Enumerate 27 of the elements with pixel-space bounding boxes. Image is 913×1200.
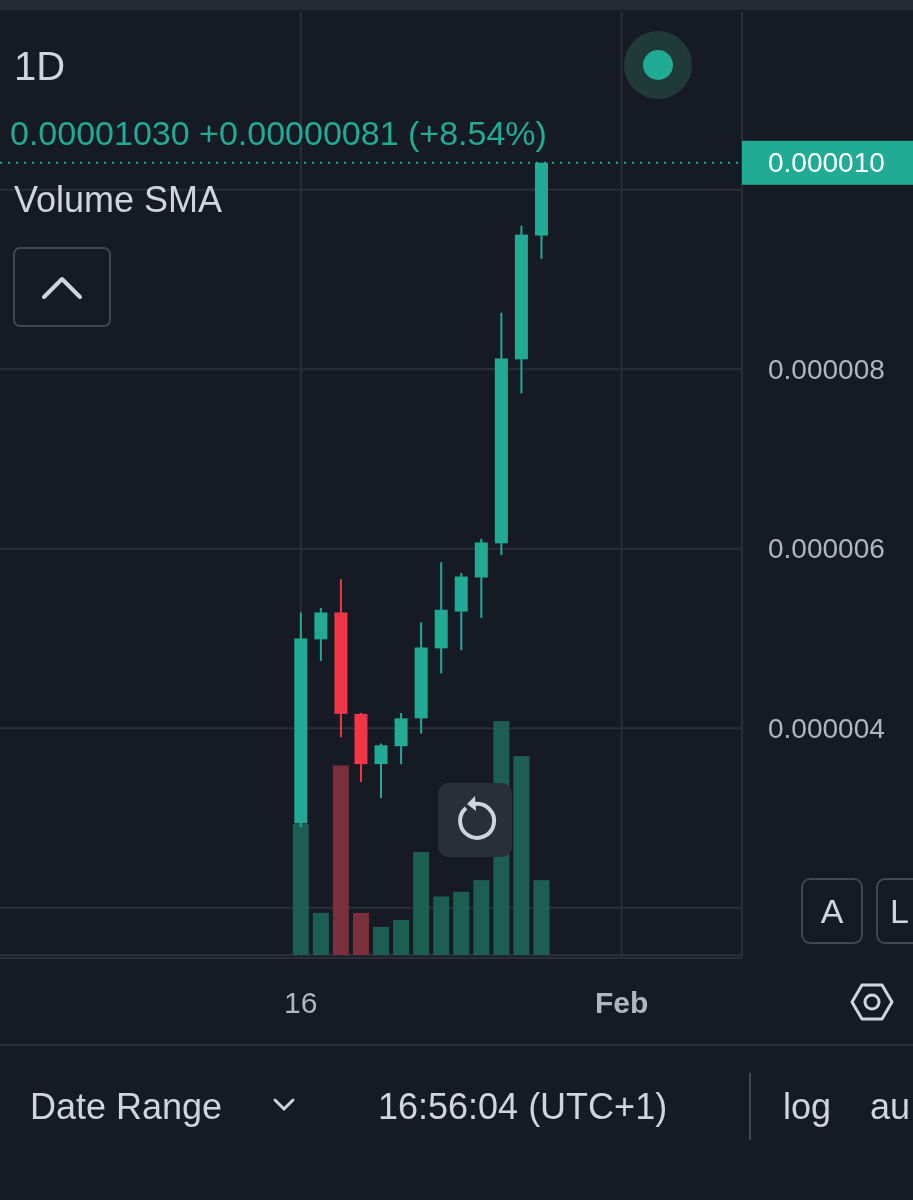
- x-tick-label: 16: [284, 985, 318, 1019]
- bar: [312, 912, 329, 955]
- bar: [433, 896, 450, 955]
- bar: [393, 919, 410, 955]
- text: 1D: [14, 44, 66, 88]
- bar: [332, 765, 349, 955]
- text: au: [870, 1085, 911, 1127]
- text: A: [820, 892, 844, 930]
- text: Date Range: [30, 1085, 223, 1127]
- bar: [352, 912, 369, 955]
- bar: [513, 756, 530, 955]
- ref-line-label: 0.000010: [768, 147, 885, 179]
- bar: [453, 891, 470, 955]
- bar: [413, 852, 430, 955]
- y-tick-label: 0.000004: [768, 712, 885, 744]
- text: 0.00001030 +0.00000081 (+8.54%): [10, 114, 547, 152]
- y-tick-label: 0.000008: [768, 353, 885, 385]
- candlestick: [374, 742, 388, 800]
- bar: [473, 880, 490, 955]
- text: log: [783, 1085, 832, 1127]
- bar: [373, 926, 390, 955]
- y-tick-label: 0.000006: [768, 533, 885, 565]
- x-tick-label: Feb: [595, 985, 649, 1019]
- annotation: Volume SMA: [14, 179, 223, 220]
- bar: [533, 880, 550, 955]
- text: L: [890, 892, 909, 930]
- text: 16:56:04 (UTC+1): [378, 1085, 668, 1127]
